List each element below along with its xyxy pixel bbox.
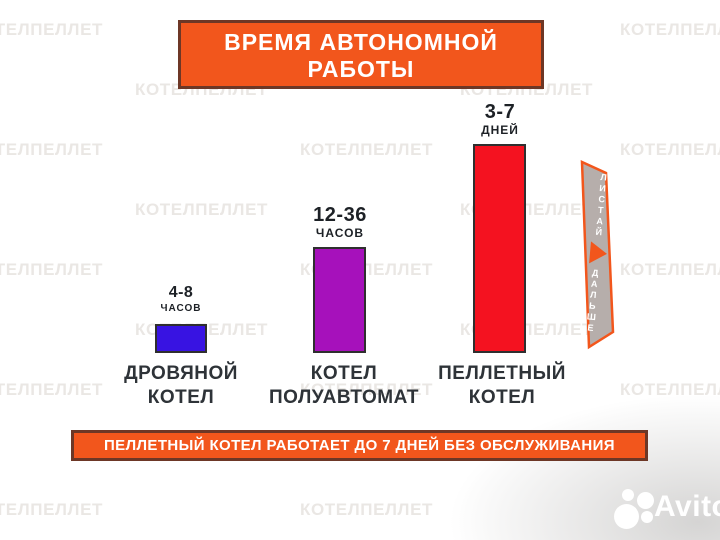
category-line: КОТЕЛ xyxy=(468,387,536,408)
watermark-text: КОТЕЛПЕЛЛЕТ xyxy=(300,140,433,159)
avito-logo-circle xyxy=(614,504,639,529)
watermark-text: КОТЕЛПЕЛЛЕТ xyxy=(620,140,720,159)
swipe-ribbon-shape xyxy=(580,160,615,350)
watermark-text: КОТЕЛПЕЛЛЕТ xyxy=(0,260,103,279)
chart-title-banner: ВРЕМЯ АВТОНОМНОЙ РАБОТЫ xyxy=(178,20,544,89)
watermark-text: КОТЕЛПЕЛЛЕТ xyxy=(135,200,268,219)
avito-logo-circle xyxy=(641,511,653,523)
watermark-text: КОТЕЛПЕЛЛЕТ xyxy=(300,380,433,399)
category-line: КОТЕЛ xyxy=(147,387,215,408)
watermark-text: КОТЕЛПЕЛЛЕТ xyxy=(0,500,103,519)
watermark-text: КОТЕЛПЕЛЛЕТ xyxy=(620,20,720,39)
category-label-wood: ДРОВЯНОЙ КОТЕЛ xyxy=(81,362,281,410)
value-label-pellet: 3-7 ДНЕЙ xyxy=(430,101,570,138)
watermark-text: КОТЕЛПЕЛЛЕТ xyxy=(620,380,720,400)
corner-shadow xyxy=(440,390,720,540)
category-label-pellet: ПЕЛЛЕТНЫЙ КОТЕЛ xyxy=(402,362,602,410)
watermark-text: КОТЕЛПЕЛЛЕТ xyxy=(620,260,720,279)
value-label-wood: 4-8 ЧАСОВ xyxy=(111,284,251,315)
watermark-text: КОТЕЛПЕЛЛЕТ xyxy=(0,380,103,399)
footer-text: ПЕЛЛЕТНЫЙ КОТЕЛ РАБОТАЕТ ДО 7 ДНЕЙ БЕЗ О… xyxy=(104,437,615,454)
category-line: ПЕЛЛЕТНЫЙ xyxy=(438,363,566,384)
value-range: 12-36 xyxy=(313,204,367,226)
value-unit: ЧАСОВ xyxy=(315,226,365,240)
value-unit: ЧАСОВ xyxy=(160,303,202,314)
value-unit: ДНЕЙ xyxy=(481,123,519,137)
value-label-semiauto: 12-36 ЧАСОВ xyxy=(270,204,410,241)
category-label-semiauto: КОТЕЛ ПОЛУАВТОМАТ xyxy=(244,362,444,410)
footer-banner: ПЕЛЛЕТНЫЙ КОТЕЛ РАБОТАЕТ ДО 7 ДНЕЙ БЕЗ О… xyxy=(71,430,648,461)
avito-logo-circle xyxy=(622,489,634,501)
avito-logo: Avito xyxy=(612,484,720,536)
next-arrow-icon xyxy=(589,241,608,265)
category-line: ПОЛУАВТОМАТ xyxy=(268,387,420,408)
watermark-text: КОТЕЛПЕЛЛЕТ xyxy=(0,20,103,39)
watermark-text: КОТЕЛПЕЛЛЕТ xyxy=(0,140,103,159)
chart-title-line2: РАБОТЫ xyxy=(307,56,415,82)
bar-wood-boiler xyxy=(155,324,207,353)
avito-wordmark: Avito xyxy=(654,490,720,523)
category-line: КОТЕЛ xyxy=(310,363,378,384)
category-line: ДРОВЯНОЙ xyxy=(124,363,238,384)
bar-pellet-boiler xyxy=(473,144,526,353)
avito-logo-circle xyxy=(637,492,654,509)
value-range: 4-8 xyxy=(168,284,194,301)
bar-semiauto-boiler xyxy=(313,247,366,353)
ribbon-text-bottom: Д А Л Ь Ш Е xyxy=(586,267,599,333)
ribbon-text-top: Л И С Т А Й xyxy=(595,172,608,238)
chart-title-line1: ВРЕМЯ АВТОНОМНОЙ xyxy=(224,29,498,55)
watermark-text: КОТЕЛПЕЛЛЕТ xyxy=(300,500,433,519)
value-range: 3-7 xyxy=(484,101,516,123)
